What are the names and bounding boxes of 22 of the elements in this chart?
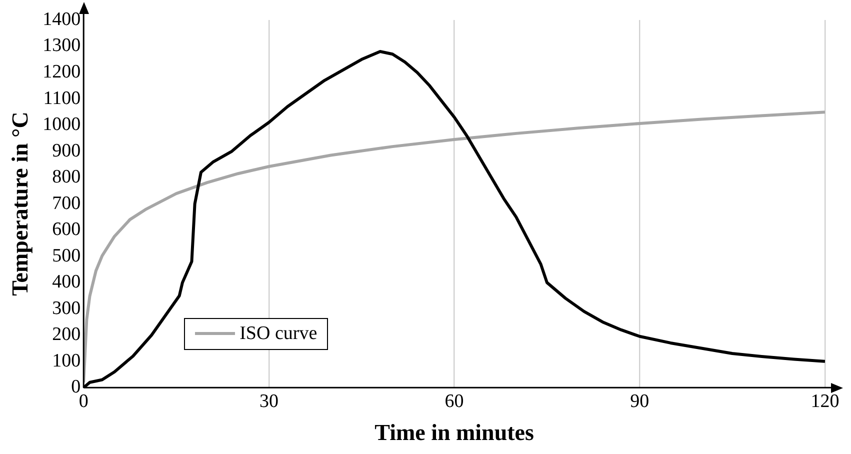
y-tick-label: 100 [52, 350, 81, 372]
y-tick-label: 1200 [42, 62, 81, 82]
y-tick-label: 600 [52, 219, 81, 240]
y-tick-label: 1400 [42, 8, 81, 30]
y-tick-label: 200 [52, 324, 81, 346]
y-tick-label: 700 [52, 192, 81, 214]
y-tick-label: 800 [52, 166, 81, 188]
x-tick-label: 120 [810, 390, 840, 412]
y-tick-label: 300 [52, 298, 81, 319]
x-tick-label: 30 [259, 390, 278, 412]
y-tick-label: 400 [52, 272, 81, 293]
y-tick-label: 0 [71, 376, 81, 398]
x-axis-title: Time in minutes [374, 420, 534, 446]
y-tick-label: 1100 [43, 88, 81, 109]
y-axis-title: Temperature in °C [8, 112, 33, 296]
y-tick-label: 900 [52, 140, 81, 162]
legend-label: ISO curve [240, 322, 318, 345]
y-tick-label: 1000 [42, 114, 81, 136]
x-tick-label: 60 [444, 390, 464, 412]
y-tick-label: 500 [52, 245, 81, 266]
x-tick-label: 90 [630, 390, 650, 412]
y-tick-label: 1300 [42, 35, 81, 56]
